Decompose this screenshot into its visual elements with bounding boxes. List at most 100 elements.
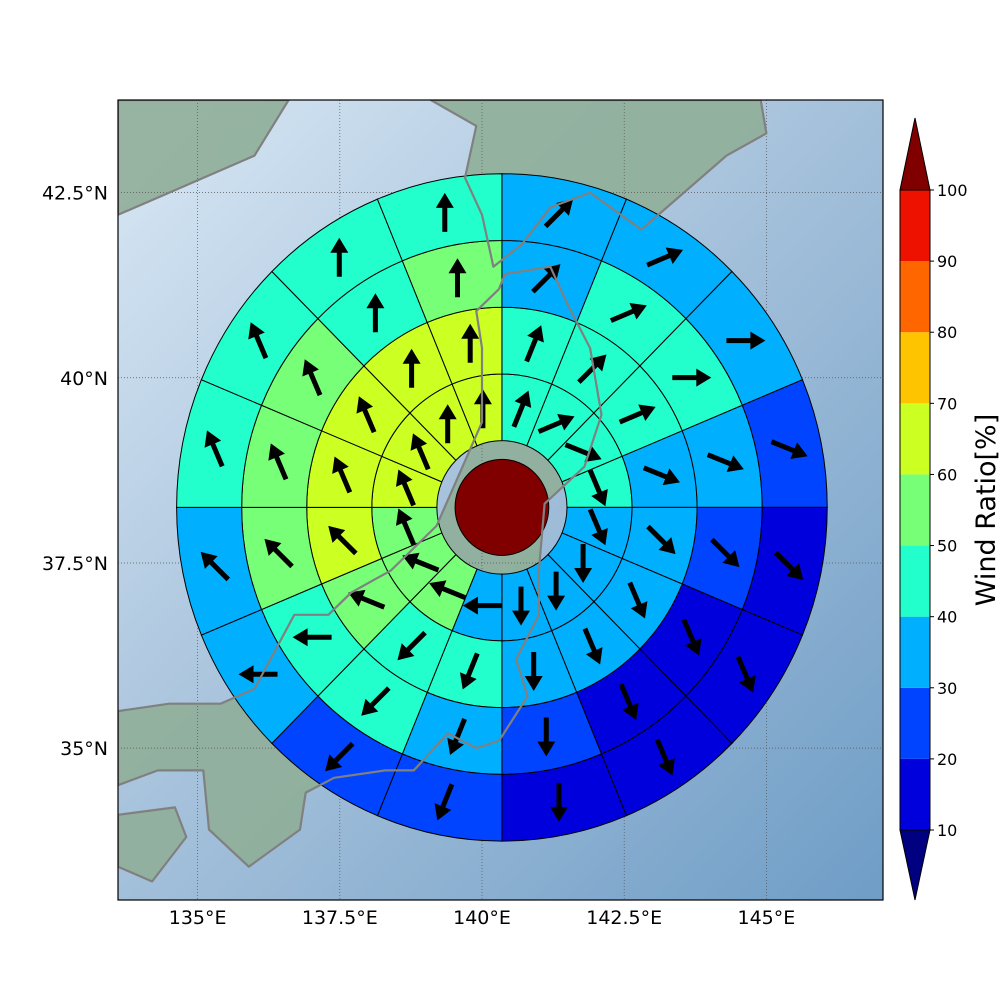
wind-arrow <box>248 322 269 360</box>
wind-arrow <box>574 544 593 583</box>
center-disc <box>454 458 550 556</box>
wind-arrow-shape <box>726 331 766 350</box>
wind-arrow-shape <box>410 433 431 471</box>
wind-arrow <box>438 404 457 444</box>
colorbar-segment <box>900 687 930 759</box>
wind-arrow-shape <box>462 596 502 615</box>
wind-arrow-shape <box>574 544 593 583</box>
wind-arrow-shape <box>627 581 648 619</box>
colorbar-tick-label: 80 <box>937 323 957 342</box>
colorbar-segment <box>900 332 930 404</box>
wind-arrow <box>268 443 289 481</box>
lat-tick-label: 42.5°N <box>42 183 108 205</box>
wind-arrow-shape <box>325 741 355 772</box>
wind-arrow-shape <box>537 717 556 757</box>
wind-arrow-shape <box>397 630 427 661</box>
wind-arrow-shape <box>618 404 656 425</box>
wind-arrow-shape <box>248 322 269 360</box>
wind-arrow-shape <box>618 683 639 721</box>
wind-arrow-shape <box>587 469 608 507</box>
lon-tick-label: 135°E <box>169 907 227 929</box>
wind-arrow-shape <box>200 551 231 582</box>
lon-tick-label: 140°E <box>453 907 511 929</box>
wind-arrow-shape <box>438 404 457 444</box>
wind-arrow <box>459 652 480 690</box>
land-mass-0 <box>118 100 289 215</box>
wind-arrow-shape <box>710 537 740 568</box>
wind-arrow <box>429 580 467 601</box>
coastline-0 <box>118 100 290 216</box>
colorbar: 10 20 30 40 50 60 70 80 90 100 <box>899 117 968 901</box>
wind-arrow-shape <box>646 247 684 268</box>
wind-arrow <box>512 586 530 626</box>
wind-arrows <box>200 192 808 822</box>
wind-arrow-shape <box>512 586 530 626</box>
colorbar-tick-label: 30 <box>937 679 957 698</box>
colorbar-segment <box>900 545 930 617</box>
colorbar-tick-label: 10 <box>937 821 957 840</box>
wind-arrow <box>328 525 358 556</box>
map-frame <box>117 99 884 901</box>
colorbar-tick-label: 20 <box>937 750 957 769</box>
wind-arrow-shape <box>395 469 416 507</box>
wind-arrow-shape <box>429 580 467 601</box>
lon-tick-label: 142.5°E <box>586 907 662 929</box>
wind-arrow <box>402 348 421 388</box>
wind-arrow-shape <box>547 571 566 611</box>
wind-arrow <box>292 628 332 647</box>
wind-arrow-shape <box>302 359 323 397</box>
wind-arrow <box>524 325 544 363</box>
wind-arrow <box>710 537 740 568</box>
wind-arrow <box>547 571 566 611</box>
wind-arrow-shape <box>646 524 676 555</box>
wind-arrow <box>302 359 323 397</box>
wind-arrow <box>587 508 608 546</box>
colorbar-over-arrow <box>899 117 931 191</box>
wind-arrow-shape <box>332 456 353 494</box>
wind-arrow-shape <box>434 783 455 821</box>
wind-arrow <box>524 652 543 691</box>
wind-arrow-shape <box>238 665 278 684</box>
wind-arrow <box>770 439 808 460</box>
wind-arrow <box>564 442 602 463</box>
wind-arrow <box>447 717 467 756</box>
wind-arrow-shape <box>435 192 454 232</box>
wind-arrow-shape <box>268 443 289 481</box>
wind-arrow-shape <box>461 323 480 363</box>
wind-arrow <box>200 551 231 582</box>
wind-arrow <box>577 354 607 384</box>
coastline-2 <box>118 265 603 868</box>
wind-arrow <box>654 738 675 776</box>
wind-arrow-shape <box>511 390 532 428</box>
lon-tick-label: 137.5°E <box>302 907 378 929</box>
wind-arrow-shape <box>654 738 675 776</box>
wind-arrow-shape <box>448 258 467 298</box>
wind-arrow <box>402 552 440 573</box>
map-area <box>118 100 883 900</box>
wind-arrow <box>330 237 349 277</box>
wind-arrow <box>395 508 416 546</box>
wind-arrow <box>462 596 502 615</box>
wind-arrow-shape <box>402 552 440 573</box>
colorbar-tick-label: 50 <box>937 537 957 556</box>
wind-arrow <box>461 323 480 363</box>
lat-tick-label: 37.5°N <box>42 553 108 575</box>
wind-arrow <box>325 741 355 772</box>
wind-arrow <box>537 413 575 434</box>
wind-arrow-shape <box>395 508 416 546</box>
lat-tick-label: 35°N <box>60 738 108 760</box>
wind-arrow <box>332 456 353 494</box>
colorbar-tick-label: 90 <box>937 252 957 271</box>
wind-arrow-shape <box>587 508 608 546</box>
wind-arrow <box>706 452 744 473</box>
colorbar-segment <box>900 403 930 475</box>
wind-arrow-shape <box>537 413 575 434</box>
wind-arrow-shape <box>735 655 756 693</box>
colorbar-tick-label: 70 <box>937 394 957 413</box>
wind-arrow <box>448 258 467 298</box>
wind-arrow-shape <box>204 430 225 468</box>
wind-arrow <box>550 782 568 822</box>
coastline-3 <box>118 806 188 883</box>
wind-arrow <box>735 655 756 693</box>
